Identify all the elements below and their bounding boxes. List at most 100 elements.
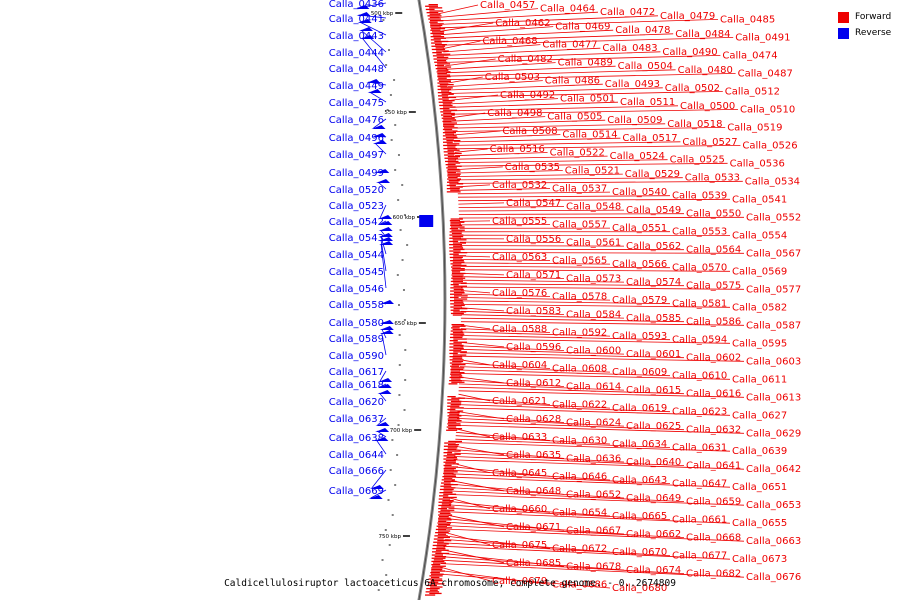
forward-gene-mark (437, 540, 452, 542)
forward-leader-line (448, 511, 731, 524)
reverse-gene-label: Calla_0542 (329, 217, 384, 228)
legend-swatch-reverse (838, 27, 849, 39)
forward-gene-mark (446, 143, 460, 145)
forward-leader-line (448, 87, 663, 94)
reverse-leader-line (381, 321, 387, 324)
forward-gene-label: Calla_0502 (665, 83, 720, 94)
legend-item-forward: Forward (838, 9, 891, 25)
forward-gene-mark (447, 159, 456, 161)
forward-leader-line (460, 252, 745, 254)
forward-gene-mark (449, 237, 461, 239)
forward-gene-label: Calla_0472 (600, 7, 655, 18)
forward-gene-label: Calla_0611 (732, 374, 787, 385)
forward-gene-label: Calla_0662 (626, 529, 681, 540)
forward-gene-label: Calla_0492 (500, 90, 555, 101)
forward-leader-line (447, 80, 543, 87)
legend-label-reverse: Reverse (855, 28, 892, 38)
forward-gene-mark (452, 239, 467, 241)
forward-gene-label: Calla_0633 (492, 432, 547, 443)
forward-gene-label: Calla_0679 (492, 576, 547, 587)
forward-gene-mark (432, 52, 442, 54)
forward-gene-label: Calla_0627 (732, 410, 787, 421)
reverse-gene-label: Calla_0441 (329, 14, 384, 25)
forward-gene-mark (442, 103, 452, 105)
forward-gene-mark (449, 220, 460, 222)
legend-swatch-forward (838, 11, 849, 23)
forward-gene-mark (447, 175, 460, 177)
forward-gene-label: Calla_0678 (566, 561, 621, 572)
forward-gene-mark (451, 274, 464, 276)
forward-gene-mark (451, 277, 466, 279)
forward-gene-mark (451, 327, 460, 329)
forward-gene-mark (435, 528, 447, 531)
reverse-leader-line (359, 21, 387, 36)
forward-gene-mark (435, 64, 445, 67)
reverse-leader-line (381, 332, 387, 356)
forward-gene-mark (441, 482, 451, 484)
forward-gene-mark (452, 332, 464, 334)
forward-gene-mark (433, 562, 446, 564)
reverse-leader-line (371, 469, 387, 489)
forward-gene-mark (450, 300, 463, 302)
forward-gene-mark (447, 447, 458, 449)
forward-leader-line (450, 490, 685, 502)
forward-leader-line (457, 407, 731, 416)
forward-leader-line (458, 202, 505, 205)
scale-tick-label: 750 kbp (379, 534, 402, 540)
forward-leader-line (460, 245, 625, 247)
forward-gene-mark (452, 268, 465, 270)
forward-gene-label: Calla_0614 (566, 382, 621, 393)
forward-gene-mark (436, 53, 451, 55)
forward-gene-mark (443, 474, 456, 476)
forward-leader-line (460, 331, 611, 337)
forward-gene-mark (437, 543, 449, 545)
forward-gene-label: Calla_0482 (498, 54, 553, 65)
forward-gene-mark (430, 32, 444, 35)
forward-gene-mark (447, 453, 461, 455)
forward-gene-mark (443, 461, 456, 463)
forward-gene-label: Calla_0509 (607, 115, 662, 126)
forward-gene-mark (434, 556, 447, 558)
forward-leader-line (443, 44, 541, 53)
reverse-leader-line (373, 118, 387, 129)
forward-gene-mark (447, 423, 461, 425)
forward-gene-mark (442, 135, 457, 137)
forward-gene-label: Calla_0527 (682, 137, 737, 148)
reverse-leader-line (376, 439, 387, 455)
forward-gene-label: Calla_0600 (566, 346, 621, 357)
forward-gene-mark (447, 181, 459, 183)
forward-leader-line (452, 123, 666, 129)
forward-leader-line (460, 321, 745, 326)
forward-gene-mark (438, 101, 453, 103)
forward-gene-label: Calla_0483 (602, 43, 657, 54)
forward-gene-label: Calla_0593 (612, 331, 667, 342)
forward-gene-mark (454, 298, 468, 300)
forward-gene-mark (451, 400, 462, 403)
forward-gene-mark (450, 290, 465, 292)
forward-gene-label: Calla_0641 (686, 461, 741, 472)
reverse-gene-mark (357, 19, 372, 23)
forward-gene-mark (451, 397, 465, 399)
forward-gene-label: Calla_0521 (565, 166, 620, 177)
forward-gene-mark (443, 472, 454, 475)
forward-gene-mark (430, 24, 443, 27)
forward-gene-mark (426, 588, 440, 590)
forward-leader-line (443, 47, 601, 56)
reverse-gene-mark (368, 495, 383, 499)
forward-gene-label: Calla_0517 (622, 133, 677, 144)
forward-gene-mark (447, 162, 461, 164)
forward-gene-label: Calla_0569 (732, 266, 787, 277)
forward-gene-label: Calla_0659 (686, 497, 741, 508)
forward-gene-mark (449, 362, 462, 364)
forward-gene-mark (428, 578, 443, 580)
reverse-leader-line (370, 489, 387, 499)
reverse-gene-mark (371, 125, 386, 129)
forward-gene-mark (450, 336, 463, 339)
forward-gene-mark (431, 564, 441, 566)
forward-gene-mark (451, 324, 465, 326)
forward-gene-mark (444, 154, 455, 156)
reverse-gene-mark (375, 422, 390, 426)
forward-gene-mark (441, 114, 455, 116)
reverse-gene-label: Calla_0666 (329, 466, 384, 477)
forward-gene-label: Calla_0584 (566, 310, 621, 321)
